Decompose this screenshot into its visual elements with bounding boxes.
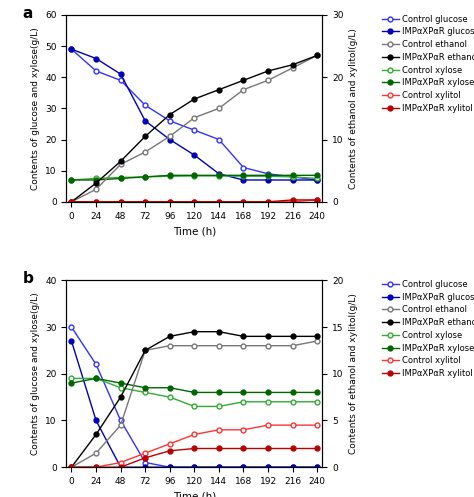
Text: b: b — [23, 271, 34, 286]
Legend: Control glucose, IMPαXPαR glucose, Control ethanol, IMPαXPαR ethanol, Control xy: Control glucose, IMPαXPαR glucose, Contr… — [379, 276, 474, 382]
X-axis label: Time (h): Time (h) — [173, 226, 216, 236]
Y-axis label: Contents of glucose and xylose(g/L): Contents of glucose and xylose(g/L) — [31, 27, 40, 190]
Y-axis label: Contents of ethanol and xylitol(g/L): Contents of ethanol and xylitol(g/L) — [349, 293, 358, 454]
Legend: Control glucose, IMPαXPαR glucose, Control ethanol, IMPαXPαR ethanol, Control xy: Control glucose, IMPαXPαR glucose, Contr… — [379, 11, 474, 116]
Y-axis label: Contents of ethanol and xylitol(g/L): Contents of ethanol and xylitol(g/L) — [349, 28, 358, 189]
Y-axis label: Contents of glucose and xylose(g/L): Contents of glucose and xylose(g/L) — [31, 292, 40, 455]
X-axis label: Time (h): Time (h) — [173, 492, 216, 497]
Text: a: a — [23, 5, 33, 20]
